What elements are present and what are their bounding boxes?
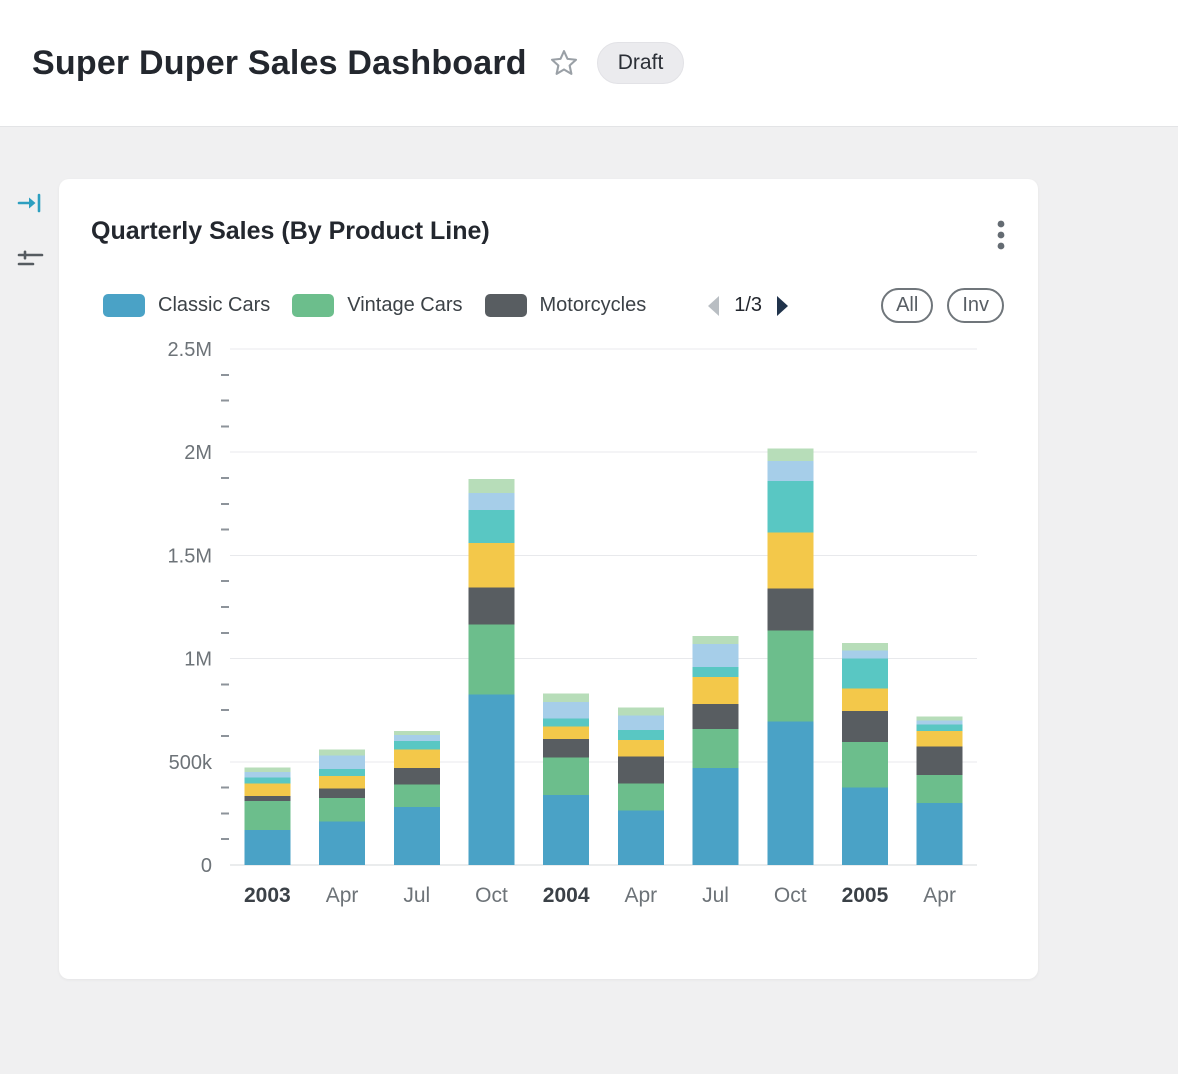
svg-text:2.5M: 2.5M <box>168 339 212 361</box>
legend-prev-icon[interactable] <box>700 293 726 319</box>
page-header: Super Duper Sales Dashboard Draft <box>0 0 1178 127</box>
svg-text:500k: 500k <box>169 752 213 774</box>
scale-toggle-group: All Inv <box>881 288 1004 323</box>
stacked-bar-chart[interactable]: 0 500k 1M 1.5M 2M 2.5M 2003 Apr Jul Oct 2004 Apr Jul… <box>59 335 1038 947</box>
legend-page-indicator: 1/3 <box>734 294 763 316</box>
svg-text:2M: 2M <box>184 442 212 464</box>
svg-text:Apr: Apr <box>625 884 658 907</box>
legend-next-icon[interactable] <box>770 293 796 319</box>
filter-icon[interactable] <box>16 250 44 277</box>
legend-swatch-vintage-cars <box>292 294 335 317</box>
legend-swatch-motorcycles <box>484 294 527 317</box>
content-area: Quarterly Sales (By Product Line) Classi… <box>0 127 1178 1074</box>
legend-item-motorcycles[interactable]: Motorcycles <box>484 294 647 317</box>
legend-item-vintage-cars[interactable]: Vintage Cars <box>292 294 463 317</box>
svg-text:0: 0 <box>201 855 212 877</box>
svg-text:Apr: Apr <box>923 884 956 907</box>
kebab-menu-icon[interactable] <box>990 217 1012 260</box>
legend-label: Classic Cars <box>158 294 271 316</box>
status-badge: Draft <box>596 42 685 84</box>
svg-text:Oct: Oct <box>774 884 807 907</box>
filter-all-button[interactable]: All <box>881 288 934 323</box>
svg-text:2005: 2005 <box>842 884 889 907</box>
filter-inv-button[interactable]: Inv <box>947 288 1004 323</box>
legend-item-classic-cars[interactable]: Classic Cars <box>103 294 270 317</box>
svg-text:1M: 1M <box>184 649 212 671</box>
legend-label: Motorcycles <box>539 294 647 316</box>
svg-text:1.5M: 1.5M <box>168 545 212 567</box>
chart-card: Quarterly Sales (By Product Line) Classi… <box>59 179 1038 979</box>
legend-swatch-classic-cars <box>103 294 145 317</box>
svg-text:2004: 2004 <box>543 884 590 907</box>
collapse-panel-icon[interactable] <box>16 189 44 222</box>
page-title: Super Duper Sales Dashboard <box>32 43 527 82</box>
svg-text:Oct: Oct <box>475 884 508 907</box>
legend-row: Classic Cars Vintage Cars Motorcycles 1/… <box>59 288 1038 323</box>
legend-pager: 1/3 <box>700 293 796 319</box>
legend-label: Vintage Cars <box>347 294 463 316</box>
side-toolbar <box>16 189 44 277</box>
svg-text:Jul: Jul <box>403 884 430 907</box>
chart-title: Quarterly Sales (By Product Line) <box>91 217 490 245</box>
svg-text:Apr: Apr <box>326 884 359 907</box>
svg-text:2003: 2003 <box>244 884 291 907</box>
svg-text:Jul: Jul <box>702 884 729 907</box>
favorite-star-icon[interactable] <box>549 48 579 78</box>
